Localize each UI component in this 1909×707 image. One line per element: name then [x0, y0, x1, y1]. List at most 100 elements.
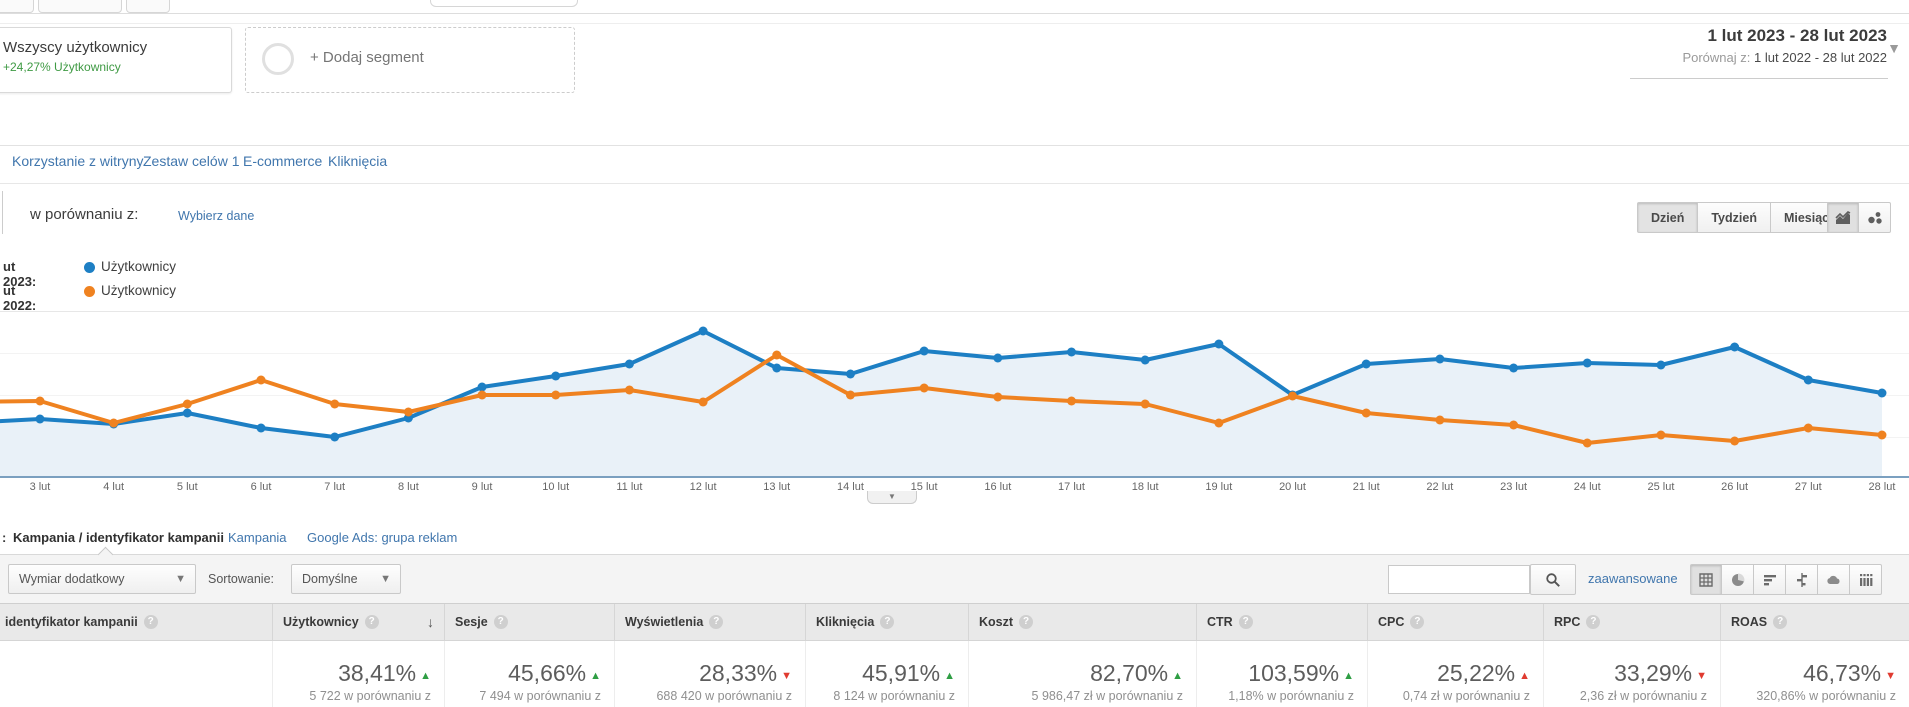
column-header-label: ROAS: [1731, 615, 1768, 629]
totals-cell-7: 25,22%▲0,74 zł w porównaniu z0,59 zł: [1367, 641, 1543, 707]
pivot-table-icon: [1859, 573, 1872, 586]
totals-cell-6: 103,59%▲1,18% w porównaniu z0,58%: [1196, 641, 1367, 707]
series-2023-point: [1214, 339, 1224, 349]
x-axis-tick-label: 27 lut: [1794, 481, 1822, 493]
add-segment-circle-icon: [262, 43, 294, 75]
series-2022-point: [1877, 430, 1887, 440]
tab-goal-set-1[interactable]: Zestaw celów 1: [143, 153, 240, 169]
column-header-1[interactable]: Użytkownicy ↓: [272, 604, 444, 640]
dimension-google-ads-group-link[interactable]: Google Ads: grupa reklam: [307, 530, 458, 545]
series-2022-point: [551, 390, 561, 400]
x-axis-tick-label: 24 lut: [1573, 481, 1601, 493]
dimension-campaign-id-selected[interactable]: Kampania / identyfikator kampanii: [13, 530, 224, 545]
view-data-table-button[interactable]: [1690, 564, 1722, 595]
x-axis-tick-label: 21 lut: [1352, 481, 1380, 493]
chart-svg: [0, 311, 1909, 478]
table-grid-icon: [1699, 572, 1713, 587]
view-pivot-button[interactable]: [1850, 564, 1882, 595]
x-axis-tick-label: 12 lut: [689, 481, 717, 493]
column-header-label: CTR: [1207, 615, 1233, 629]
column-header-5[interactable]: Koszt: [968, 604, 1196, 640]
line-chart-icon: [1835, 210, 1851, 224]
granularity-day-button[interactable]: Dzień: [1637, 202, 1699, 233]
column-header-campaign-id[interactable]: identyfikator kampanii: [0, 604, 272, 640]
x-axis-tick-label: 7 lut: [324, 481, 346, 493]
help-icon[interactable]: [1238, 615, 1253, 629]
search-button[interactable]: [1530, 564, 1576, 595]
column-header-8[interactable]: RPC: [1543, 604, 1720, 640]
horizontal-bars-icon: [1763, 574, 1776, 585]
select-data-link[interactable]: Wybierz dane: [178, 209, 255, 223]
sort-label: Sortowanie:: [208, 572, 275, 586]
help-icon[interactable]: [493, 615, 508, 629]
x-axis-tick-label: 14 lut: [836, 481, 864, 493]
granularity-week-button[interactable]: Tydzień: [1698, 202, 1771, 233]
series-2023-point: [1361, 359, 1371, 369]
divider: [0, 23, 1909, 24]
column-header-6[interactable]: CTR: [1196, 604, 1367, 640]
top-tab-fragment: [38, 0, 122, 13]
table-search-input[interactable]: [1388, 565, 1530, 594]
column-header-3[interactable]: Wyświetlenia: [614, 604, 805, 640]
advanced-filter-link[interactable]: zaawansowane: [1588, 571, 1678, 586]
series-2022-point: [182, 399, 192, 409]
x-axis-tick-label: 28 lut: [1868, 481, 1896, 493]
series-2022-point: [1140, 399, 1150, 409]
view-performance-button[interactable]: [1754, 564, 1786, 595]
series-2023-point: [1730, 342, 1740, 352]
column-header-2[interactable]: Sesje: [444, 604, 614, 640]
help-icon[interactable]: [364, 615, 379, 629]
x-axis-tick-label: 15 lut: [910, 481, 938, 493]
help-icon[interactable]: [1410, 615, 1425, 629]
series-2023-point: [1656, 360, 1666, 370]
total-compare-text: 8 124 w porównaniu z: [833, 689, 955, 703]
arrow-up-icon: ▲: [420, 670, 431, 682]
arrow-up-icon: ▲: [590, 670, 601, 682]
x-axis-tick-label: 25 lut: [1647, 481, 1675, 493]
legend-dot-blue-icon: [84, 262, 95, 273]
tab-site-usage[interactable]: Korzystanie z witryny: [12, 153, 144, 169]
tab-ecommerce[interactable]: E-commerce: [243, 153, 323, 169]
column-header-label: Sesje: [455, 615, 488, 629]
column-header-label: Wyświetlenia: [625, 615, 704, 629]
column-header-4[interactable]: Kliknięcia: [805, 604, 968, 640]
series-2023-point: [551, 371, 561, 381]
column-header-9[interactable]: ROAS: [1720, 604, 1909, 640]
bubbles-icon: [1867, 211, 1882, 224]
series-2022-point: [1509, 420, 1519, 430]
legend-metric-label: Użytkownicy: [101, 283, 177, 298]
series-2023-point: [330, 432, 340, 442]
add-segment-label: + Dodaj segment: [310, 49, 424, 66]
chevron-down-icon: ▼: [175, 573, 186, 585]
column-header-7[interactable]: CPC: [1367, 604, 1543, 640]
series-2022-point: [698, 397, 708, 407]
dimension-campaign-link[interactable]: Kampania: [228, 530, 287, 545]
help-icon[interactable]: [1773, 615, 1788, 629]
secondary-dimension-dropdown[interactable]: Wymiar dodatkowy ▼: [8, 564, 196, 594]
line-chart-view-button[interactable]: [1827, 202, 1859, 233]
date-range-picker[interactable]: 1 lut 2023 - 28 lut 2023 Porównaj z: 1 l…: [1682, 26, 1887, 65]
series-2022-point: [403, 407, 413, 417]
chart-collapse-handle[interactable]: ▼: [867, 491, 917, 504]
tab-clicks[interactable]: Kliknięcia: [328, 153, 388, 169]
series-2023-point: [993, 353, 1003, 363]
totals-cell-5: 82,70%▲5 986,47 zł w porównaniu z3 276,5…: [968, 641, 1196, 707]
view-term-cloud-button[interactable]: [1818, 564, 1850, 595]
help-icon[interactable]: [1019, 615, 1034, 629]
add-segment-button[interactable]: + Dodaj segment: [245, 27, 575, 93]
x-axis-tick-label: 18 lut: [1131, 481, 1159, 493]
view-percentage-button[interactable]: [1722, 564, 1754, 595]
help-icon[interactable]: [709, 615, 724, 629]
metric-select-fragment: [2, 191, 3, 234]
segment-chip-all-users[interactable]: Wszyscy użytkownicy +24,27% Użytkownicy: [0, 27, 232, 93]
view-comparison-button[interactable]: [1786, 564, 1818, 595]
help-icon[interactable]: [880, 615, 895, 629]
motion-chart-view-button[interactable]: [1859, 202, 1891, 233]
date-picker-caret-icon[interactable]: ▼: [1887, 40, 1901, 56]
help-icon[interactable]: [143, 615, 158, 629]
series-2022-point: [1803, 423, 1813, 433]
series-2022-point: [256, 375, 266, 385]
sort-type-dropdown[interactable]: Domyślne ▼: [291, 564, 401, 594]
help-icon[interactable]: [1586, 615, 1601, 629]
series-2022-point: [1435, 415, 1445, 425]
